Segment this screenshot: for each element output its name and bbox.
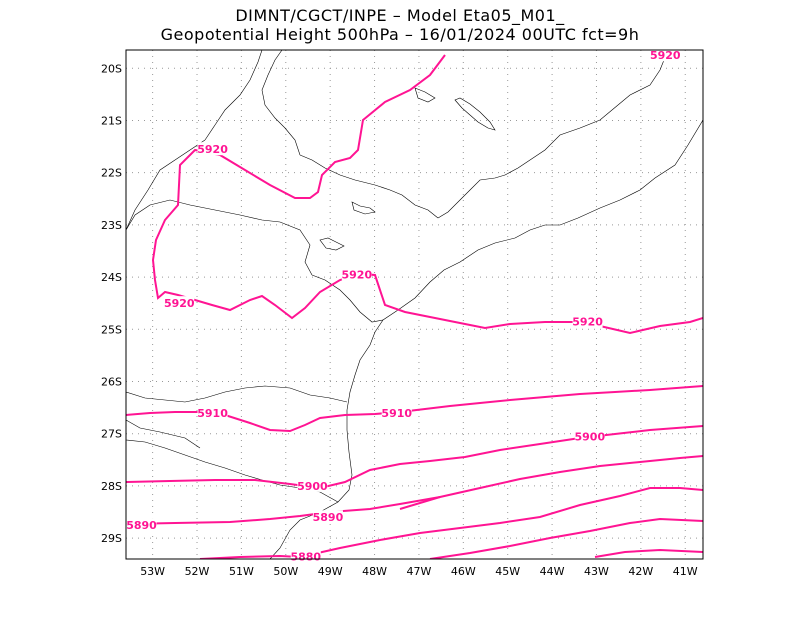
state-border-mg-es — [504, 50, 669, 176]
contour-label-background — [312, 510, 343, 524]
map-title-line-1: DIMNT/CGCT/INPE – Model Eta05_M01_ — [235, 6, 565, 25]
lake-1 — [454, 97, 496, 131]
border-argentina — [126, 419, 201, 449]
state-border-mg-rj — [437, 174, 506, 219]
lon-tick-label: 47W — [407, 565, 432, 578]
contour-label-background — [164, 296, 195, 310]
lat-tick-label: 23S — [101, 219, 122, 232]
contour-label-background — [197, 142, 228, 156]
contour-label-background — [126, 518, 157, 532]
contour-label: 5920 — [341, 268, 372, 281]
contour-label-background — [381, 405, 412, 419]
contour-5880-b — [429, 517, 703, 559]
lon-tick-label: 42W — [628, 565, 653, 578]
state-border-ms — [126, 199, 313, 276]
contour-label: 5900 — [297, 480, 328, 493]
lon-tick-label: 51W — [229, 565, 254, 578]
border-ms-go — [126, 139, 206, 231]
contour-label: 5910 — [381, 407, 412, 420]
lon-tick-label: 44W — [540, 565, 565, 578]
contour-5880 — [199, 554, 301, 559]
lon-tick-label: 50W — [273, 565, 298, 578]
contour-label: 5920 — [650, 49, 681, 62]
lat-tick-label: 26S — [101, 376, 122, 389]
contour-label: 5890 — [313, 511, 344, 524]
lon-tick-label: 45W — [495, 565, 520, 578]
contour-label-background — [197, 405, 228, 419]
contour-5920-north — [151, 54, 703, 335]
state-border-mg-sp — [299, 154, 439, 219]
map-title-line-2: Geopotential Height 500hPa – 16/01/2024 … — [160, 25, 640, 44]
state-border-pr-sp — [311, 274, 384, 323]
lat-tick-label: 25S — [101, 323, 122, 336]
contour-label: 5880 — [290, 550, 321, 563]
contour-5900-a — [126, 425, 703, 490]
state-border-sp-north — [261, 50, 301, 156]
lat-tick-label: 29S — [101, 532, 122, 545]
lon-tick-label: 43W — [584, 565, 609, 578]
contour-5900-b — [399, 455, 703, 510]
lon-tick-label: 52W — [185, 565, 210, 578]
lake-4 — [414, 87, 436, 103]
contour-label-background — [297, 478, 328, 492]
lat-tick-label: 21S — [101, 114, 122, 127]
contour-label: 5920 — [164, 297, 195, 310]
axis-ticks: 20S 21S 22S 23S 24S 25S 26S 27S 28S 29S 53W 52W 51W 5… — [101, 62, 698, 578]
contour-5890-a — [126, 496, 441, 525]
contour-label: 5920 — [197, 143, 228, 156]
lon-tick-label: 41W — [673, 565, 698, 578]
lon-tick-label: 49W — [318, 565, 343, 578]
contour-5870 — [594, 548, 703, 558]
lon-tick-label: 48W — [362, 565, 387, 578]
lon-tick-label: 53W — [140, 565, 165, 578]
contour-label-background — [650, 48, 681, 62]
contour-5890-b — [299, 487, 703, 558]
contour-label-background — [574, 429, 605, 443]
lake-3 — [351, 201, 376, 215]
contour-label-background — [341, 267, 372, 281]
lon-tick-label: 46W — [451, 565, 476, 578]
contour-label: 5920 — [572, 315, 603, 328]
lat-tick-label: 22S — [101, 167, 122, 180]
lat-tick-label: 28S — [101, 480, 122, 493]
plot-frame — [125, 49, 704, 560]
border-mg-go — [204, 50, 263, 141]
lake-2 — [319, 237, 345, 251]
contour-label: 5890 — [126, 519, 157, 532]
lat-tick-label: 24S — [101, 271, 122, 284]
coastline — [269, 119, 703, 559]
graticule — [126, 50, 703, 559]
contours — [126, 54, 703, 559]
lat-tick-label: 27S — [101, 428, 122, 441]
contour-label-background — [572, 314, 603, 328]
contour-label: 5900 — [575, 430, 606, 443]
lat-tick-label: 20S — [101, 62, 122, 75]
contour-label: 5910 — [197, 407, 228, 420]
state-border-pr-sc — [126, 385, 348, 403]
